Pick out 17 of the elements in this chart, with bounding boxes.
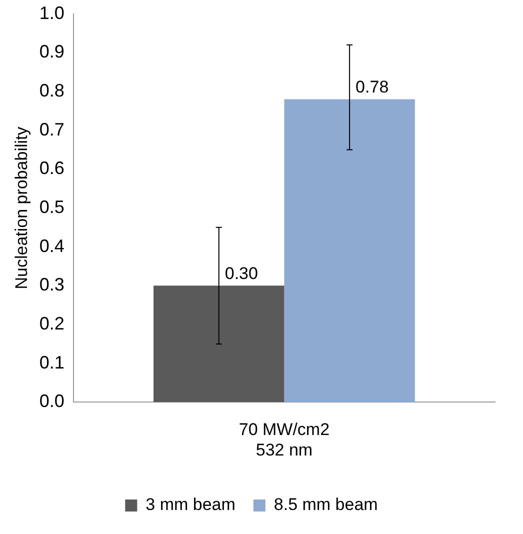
y-tick-label: 0.2	[39, 313, 64, 334]
y-tick-label: 0.1	[39, 352, 64, 372]
legend-label: 8.5 mm beam	[274, 495, 378, 514]
y-tick-label: 0.7	[39, 119, 64, 140]
y-tick-label: 1.0	[39, 2, 64, 23]
y-tick-label: 0.6	[39, 158, 64, 178]
y-tick-label: 0.8	[39, 80, 64, 100]
x-tick-label: 70 MW/cm2 532 nm	[238, 420, 330, 460]
y-axis-title: Nucleation probability	[12, 126, 31, 290]
y-tick-label: 0.0	[39, 391, 64, 412]
legend-label: 3 mm beam	[146, 495, 236, 514]
y-tick-label: 0.3	[39, 274, 64, 295]
y-tick-label: 0.4	[39, 236, 64, 256]
y-tick-label: 0.9	[39, 42, 64, 62]
data-label: 0.30	[224, 264, 258, 283]
y-tick-label: 0.5	[39, 196, 64, 217]
data-label: 0.78	[356, 77, 389, 96]
